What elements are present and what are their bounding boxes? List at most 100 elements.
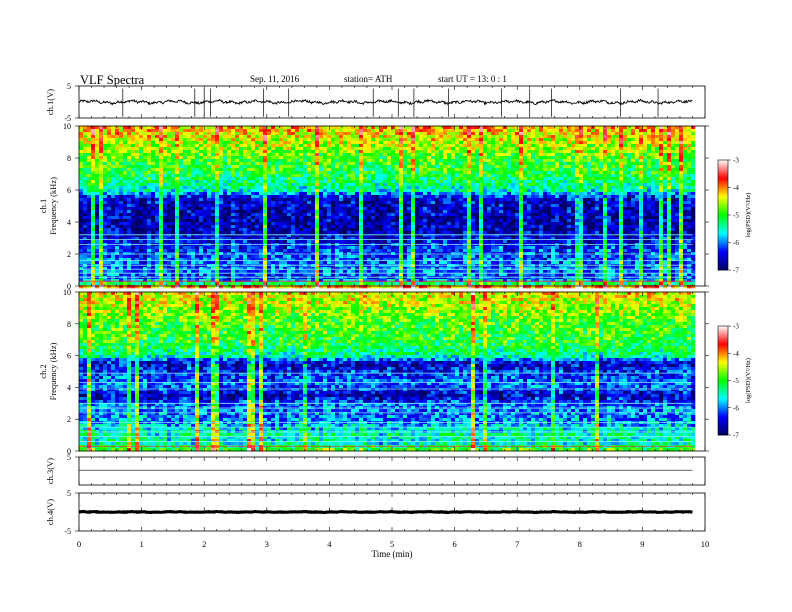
colorbar-segment: [718, 375, 728, 378]
colorbar-segment: [718, 396, 728, 400]
colorbar-segment: [718, 231, 728, 234]
colorbar-segment: [718, 160, 728, 163]
colorbar-segment: [718, 333, 728, 336]
colorbar-segment: [718, 349, 728, 352]
channel-label: ch.1: [38, 199, 48, 213]
colorbar-segment: [718, 413, 728, 416]
colorbar-segment: [718, 242, 728, 245]
colorbar-segment: [718, 238, 728, 241]
colorbar-segment: [718, 326, 728, 329]
colorbar-segment: [718, 433, 728, 436]
colorbar-segment: [718, 346, 728, 349]
colorbar-segment: [718, 237, 728, 240]
colorbar-segment: [718, 224, 728, 227]
colorbar-segment: [718, 176, 728, 179]
colorbar-segment: [718, 400, 728, 403]
station-label: station= ATH: [344, 74, 393, 84]
y-tick-label: -5: [64, 114, 71, 123]
colorbar-segment: [718, 194, 728, 197]
ch1-colorbar: -3 -4 -5 -6 -7 log(PSD)(V²/Hz): [717, 157, 752, 275]
colorbar-segment: [718, 165, 728, 168]
frequency-ylabel: Frequency (kHz): [48, 177, 58, 235]
colorbar-segment: [718, 235, 728, 238]
colorbar-segment: [718, 347, 728, 350]
colorbar-segment: [718, 222, 728, 225]
colorbar-label: log(PSD)(V²/Hz): [745, 193, 752, 238]
waveform-trace: [78, 98, 693, 106]
y-tick-label: 5: [67, 82, 71, 91]
colorbar-segment: [718, 420, 728, 423]
y-tick-label: 2: [67, 250, 71, 259]
colorbar-segment: [718, 429, 728, 432]
colorbar-segment: [718, 183, 728, 186]
colorbar-segment: [718, 404, 728, 407]
colorbar-segment: [718, 169, 728, 172]
colorbar-segment: [718, 253, 728, 256]
colorbar-segment: [718, 248, 728, 251]
colorbar-segment: [718, 364, 728, 367]
colorbar-segment: [718, 213, 728, 216]
colorbar-segment: [718, 202, 728, 205]
spectrogram-cells: [79, 126, 696, 289]
x-tick-label: 2: [202, 539, 206, 549]
colorbar-segment: [718, 367, 728, 370]
colorbar-segment: [718, 191, 728, 194]
colorbar-segment: [718, 246, 728, 249]
colorbar-segment: [718, 172, 728, 175]
colorbar-segment: [718, 402, 728, 405]
colorbar-segment: [718, 411, 728, 414]
figure-title: VLF Spectra: [80, 73, 145, 87]
colorbar-segment: [718, 371, 728, 374]
colorbar-segment: [718, 163, 728, 166]
colorbar-segment: [718, 380, 728, 383]
colorbar-segment: [718, 385, 728, 389]
ch4-waveform-panel: 5 -5 ch.4(V): [45, 489, 706, 536]
y-tick-label: -5: [64, 527, 71, 536]
ch1-waveform-panel: 5 -5 ch.1(V): [45, 82, 706, 123]
ch1-spectrogram-panel: 0 2 4 6 8 10 ch.1 Frequency (kHz): [38, 122, 709, 291]
colorbar-segment: [718, 174, 728, 177]
colorbar-segment: [718, 422, 728, 425]
ch3-waveform-panel: 5 ch.3(V): [45, 453, 706, 486]
colorbar-segment: [718, 244, 728, 247]
colorbar-segment: [718, 196, 728, 199]
x-tick-label: 3: [265, 539, 269, 549]
colorbar-segment: [718, 425, 728, 429]
colorbar-segment: [718, 373, 728, 376]
colorbar-segment: [718, 329, 728, 332]
colorbar-segment: [718, 193, 728, 196]
colorbar-segment: [718, 389, 728, 392]
colorbar-segment: [718, 264, 728, 267]
x-tick-label: 7: [515, 539, 519, 549]
colorbar-segment: [718, 424, 728, 427]
colorbar-tick-label: -5: [733, 377, 739, 385]
colorbar-segment: [718, 198, 728, 201]
colorbar-segment: [718, 180, 728, 183]
colorbar-segment: [718, 251, 728, 254]
colorbar-tick-label: -7: [733, 432, 739, 440]
colorbar-segment: [718, 393, 728, 396]
colorbar-segment: [718, 218, 728, 221]
colorbar-tick-label: -4: [733, 350, 739, 358]
colorbar-segment: [718, 415, 728, 418]
colorbar-segment: [718, 335, 728, 338]
colorbar-segment: [718, 204, 728, 207]
colorbar-segment: [718, 262, 728, 265]
colorbar-segment: [718, 216, 728, 219]
colorbar-segment: [718, 161, 728, 164]
colorbar-segment: [718, 207, 728, 210]
x-tick-label: 6: [452, 539, 456, 549]
colorbar-tick-label: -6: [733, 239, 739, 247]
colorbar-segment: [718, 362, 728, 365]
colorbar-segment: [718, 395, 728, 398]
colorbar-segment: [718, 405, 728, 409]
y-tick-label: 5: [67, 489, 71, 498]
colorbar-tick-label: -3: [733, 323, 739, 331]
y-tick-label: 0: [67, 282, 71, 291]
colorbar-segment: [718, 268, 728, 271]
x-tick-label: 0: [77, 539, 81, 549]
colorbar-segment: [718, 416, 728, 419]
colorbar-segment: [718, 205, 728, 208]
colorbar-segment: [718, 431, 728, 434]
colorbar-segment: [718, 233, 728, 236]
